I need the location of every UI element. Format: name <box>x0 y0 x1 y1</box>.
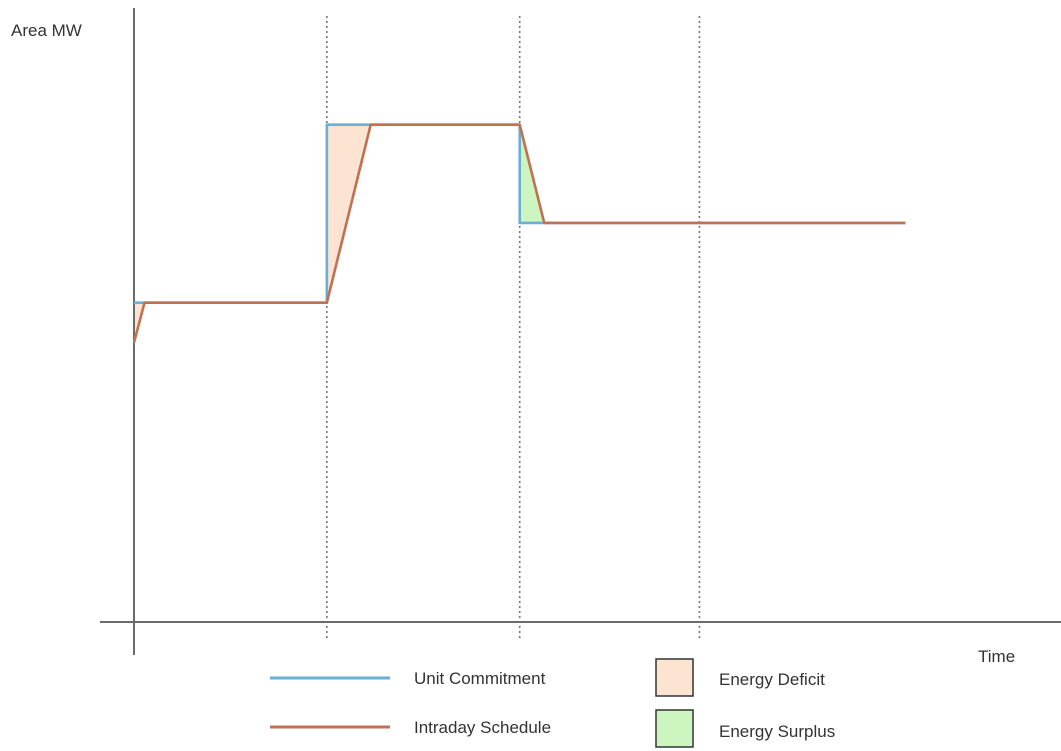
legend-label-energy-deficit: Energy Deficit <box>719 670 825 689</box>
interval-boundaries <box>326 16 701 640</box>
x-axis-label: Time <box>978 647 1015 666</box>
legend-swatch-energy-surplus <box>655 709 694 748</box>
legend: Unit Commitment Intraday Schedule Energy… <box>270 658 835 748</box>
series-lines <box>132 123 906 343</box>
series-line-intraday-schedule <box>132 123 906 343</box>
legend-swatch-energy-deficit <box>655 658 694 697</box>
y-axis-label: Area MW <box>11 21 82 40</box>
legend-label-intraday-schedule: Intraday Schedule <box>414 718 551 737</box>
shaded-regions <box>134 124 545 343</box>
legend-label-energy-surplus: Energy Surplus <box>719 722 835 741</box>
axes: Area MW Time <box>11 8 1061 666</box>
legend-label-unit-commitment: Unit Commitment <box>414 669 546 688</box>
